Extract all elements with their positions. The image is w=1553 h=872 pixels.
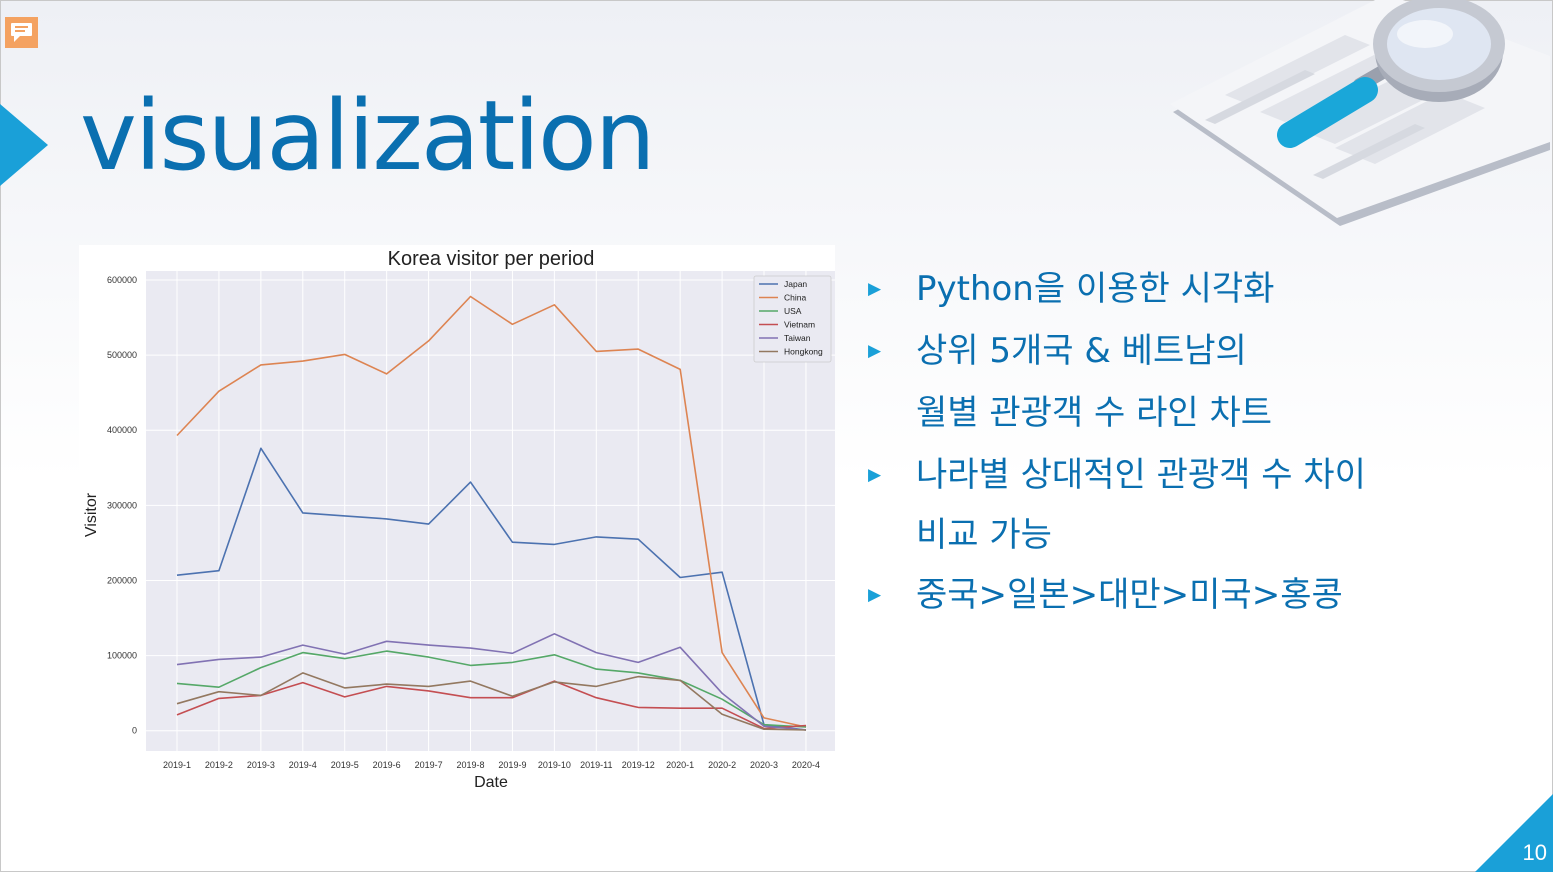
x-tick-label: 2019-8	[456, 760, 484, 770]
bullet-item: ▶ 나라별 상대적인 관광객 수 차이	[865, 444, 1485, 506]
page-title: visualization	[80, 80, 656, 192]
x-tick-label: 2019-7	[415, 760, 443, 770]
series-line-usa	[176, 650, 807, 728]
x-tick-label: 2019-11	[580, 760, 612, 770]
x-tick-label: 2019-12	[622, 760, 655, 770]
series-line-hongkong	[176, 672, 807, 731]
bullet-text: 상위 5개국 & 베트남의	[916, 331, 1247, 371]
x-axis-label: Date	[474, 774, 508, 790]
y-tick-label: 300000	[107, 500, 137, 510]
legend-label: Taiwan	[784, 333, 811, 343]
x-tick-label: 2019-10	[538, 760, 571, 770]
page-corner-decoration	[1475, 794, 1553, 872]
bullet-marker-icon: ▶	[868, 279, 882, 299]
series-line-japan	[176, 447, 807, 731]
line-chart: 0 100000 200000 300000 400000 500000 600000 20…	[79, 245, 835, 791]
title-arrow-icon	[0, 104, 48, 186]
x-tick-label: 2020-1	[666, 760, 694, 770]
page-number: 10	[1522, 840, 1547, 865]
x-tick-label: 2020-2	[708, 760, 736, 770]
x-tick-label: 2020-3	[750, 760, 778, 770]
chart-title: Korea visitor per period	[388, 248, 595, 270]
y-tick-label: 100000	[107, 651, 137, 661]
series-line-vietnam	[176, 680, 807, 730]
x-tick-label: 2019-2	[205, 760, 233, 770]
bullet-text: 비교 가능	[916, 515, 1052, 555]
bullet-list: ▶ Python을 이용한 시각화 ▶ 상위 5개국 & 베트남의 월별 관광객…	[865, 258, 1485, 626]
bullet-marker-icon: ▶	[868, 465, 882, 485]
bullet-continuation: 비교 가능	[865, 506, 1485, 564]
bullet-item: ▶ Python을 이용한 시각화	[865, 258, 1485, 320]
bullet-marker-icon: ▶	[868, 341, 882, 361]
bullet-text: Python을 이용한 시각화	[916, 269, 1275, 309]
y-tick-label: 500000	[107, 350, 137, 360]
y-tick-label: 600000	[107, 275, 137, 285]
y-tick-label: 200000	[107, 575, 137, 585]
x-tick-label: 2019-1	[163, 760, 191, 770]
bullet-item: ▶ 상위 5개국 & 베트남의	[865, 320, 1485, 382]
x-tick-label: 2019-4	[289, 760, 317, 770]
bullet-text: 나라별 상대적인 관광객 수 차이	[916, 455, 1366, 495]
bullet-text: 월별 관광객 수 라인 차트	[916, 393, 1273, 433]
x-tick-label: 2019-6	[373, 760, 401, 770]
series-line-china	[176, 295, 807, 728]
legend-label: Japan	[784, 279, 807, 289]
x-tick-label: 2019-5	[331, 760, 359, 770]
legend-label: Hongkong	[784, 347, 823, 357]
x-tick-label: 2019-3	[247, 760, 275, 770]
comment-icon[interactable]	[5, 17, 38, 48]
y-tick-label: 0	[132, 726, 137, 736]
legend-label: China	[784, 293, 806, 303]
bullet-marker-icon: ▶	[868, 585, 882, 605]
x-tick-label: 2019-9	[498, 760, 526, 770]
legend-label: Vietnam	[784, 320, 815, 330]
chart-svg: 0 100000 200000 300000 400000 500000 600000 20…	[83, 248, 835, 791]
series-line-taiwan	[176, 632, 807, 731]
y-axis-label: Visitor	[83, 492, 100, 537]
legend: Japan China USA Vietnam Taiwan Hongkong	[753, 275, 832, 363]
x-tick-label: 2020-4	[792, 760, 820, 770]
y-tick-label: 400000	[107, 425, 137, 435]
magnifier-document-icon	[1170, 0, 1550, 226]
legend-label: USA	[784, 306, 802, 316]
bullet-continuation: 월별 관광객 수 라인 차트	[865, 382, 1485, 444]
bullet-item: ▶ 중국>일본>대만>미국>홍콩	[865, 564, 1485, 626]
bullet-text: 중국>일본>대만>미국>홍콩	[916, 575, 1343, 615]
